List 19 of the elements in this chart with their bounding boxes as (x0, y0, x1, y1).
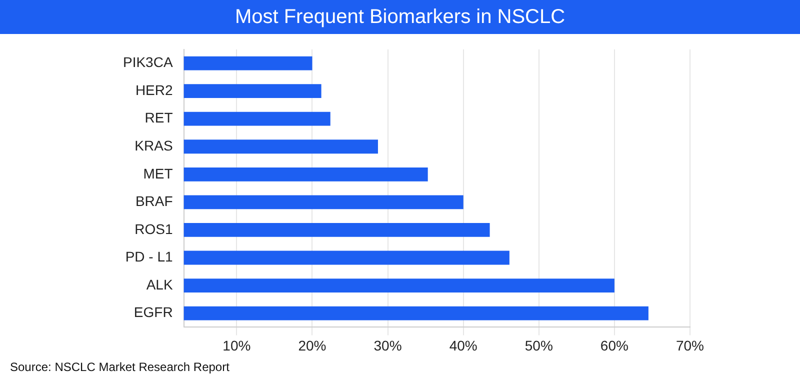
x-tick-label: 20% (298, 337, 326, 354)
x-tick-label: 70% (676, 337, 704, 354)
x-tick-label: 60% (600, 337, 628, 354)
x-tick-label: 10% (222, 337, 251, 354)
x-tick-label: 30% (374, 337, 402, 354)
y-tick-label: RET (144, 110, 174, 126)
y-tick-label: KRAS (134, 137, 173, 154)
source-note: Source: NSCLC Market Research Report (10, 360, 230, 374)
y-tick-label: MET (143, 165, 174, 182)
x-tick-label: 40% (449, 337, 478, 354)
y-tick-label: EGFR (134, 304, 173, 320)
x-tick-label: 50% (524, 337, 553, 354)
y-tick-label: HER2 (135, 82, 173, 98)
y-tick-label: PIK3CA (122, 54, 174, 70)
chart-title: Most Frequent Biomarkers in NSCLC (0, 0, 800, 34)
y-tick-label: PD - L1 (125, 248, 174, 265)
y-tick-label: BRAF (135, 193, 173, 210)
y-tick-label: ALK (146, 276, 174, 292)
y-tick-label: ROS1 (134, 220, 174, 237)
